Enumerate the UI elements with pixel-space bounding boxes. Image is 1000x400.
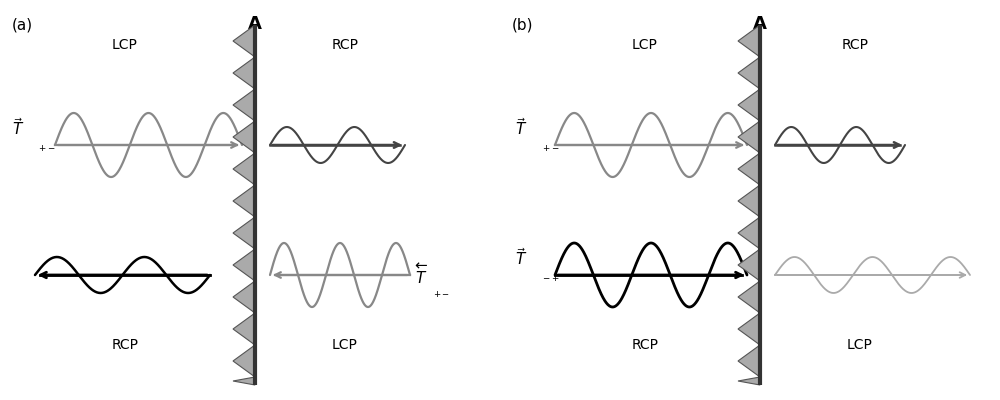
Text: $\vec{T}$: $\vec{T}$ [515, 118, 527, 138]
Polygon shape [738, 281, 760, 313]
Polygon shape [738, 57, 760, 89]
Polygon shape [738, 217, 760, 249]
Polygon shape [233, 89, 255, 121]
Polygon shape [233, 185, 255, 217]
Polygon shape [233, 249, 255, 281]
Text: $_{+-}$: $_{+-}$ [433, 286, 450, 300]
Polygon shape [738, 249, 760, 281]
Polygon shape [233, 153, 255, 185]
Polygon shape [233, 217, 255, 249]
Text: $\vec{T}$: $\vec{T}$ [12, 118, 24, 138]
Text: LCP: LCP [112, 38, 138, 52]
Text: RCP: RCP [332, 38, 358, 52]
Polygon shape [738, 89, 760, 121]
Polygon shape [738, 153, 760, 185]
Text: RCP: RCP [632, 338, 658, 352]
Text: $\overleftarrow{T}$: $\overleftarrow{T}$ [415, 263, 428, 287]
Text: LCP: LCP [632, 38, 658, 52]
Polygon shape [738, 345, 760, 377]
Text: RCP: RCP [112, 338, 138, 352]
Text: RCP: RCP [842, 38, 869, 52]
Text: $\vec{T}$: $\vec{T}$ [515, 248, 527, 268]
Text: LCP: LCP [332, 338, 358, 352]
Text: (a): (a) [12, 18, 33, 33]
Text: LCP: LCP [847, 338, 873, 352]
Text: $_{+-}$: $_{+-}$ [542, 142, 560, 154]
Polygon shape [233, 313, 255, 345]
Polygon shape [738, 121, 760, 153]
Text: $\mathbf{A}$: $\mathbf{A}$ [752, 15, 768, 33]
Polygon shape [233, 121, 255, 153]
Polygon shape [233, 57, 255, 89]
Polygon shape [738, 313, 760, 345]
Polygon shape [233, 25, 255, 57]
Text: (b): (b) [512, 18, 534, 33]
Polygon shape [233, 281, 255, 313]
Polygon shape [738, 185, 760, 217]
Polygon shape [233, 345, 255, 377]
Text: $_{+-}$: $_{+-}$ [38, 142, 56, 154]
Polygon shape [738, 25, 760, 57]
Text: $\mathbf{A}$: $\mathbf{A}$ [247, 15, 263, 33]
Polygon shape [233, 377, 255, 385]
Polygon shape [738, 377, 760, 385]
Text: $_{-+}$: $_{-+}$ [542, 272, 560, 284]
